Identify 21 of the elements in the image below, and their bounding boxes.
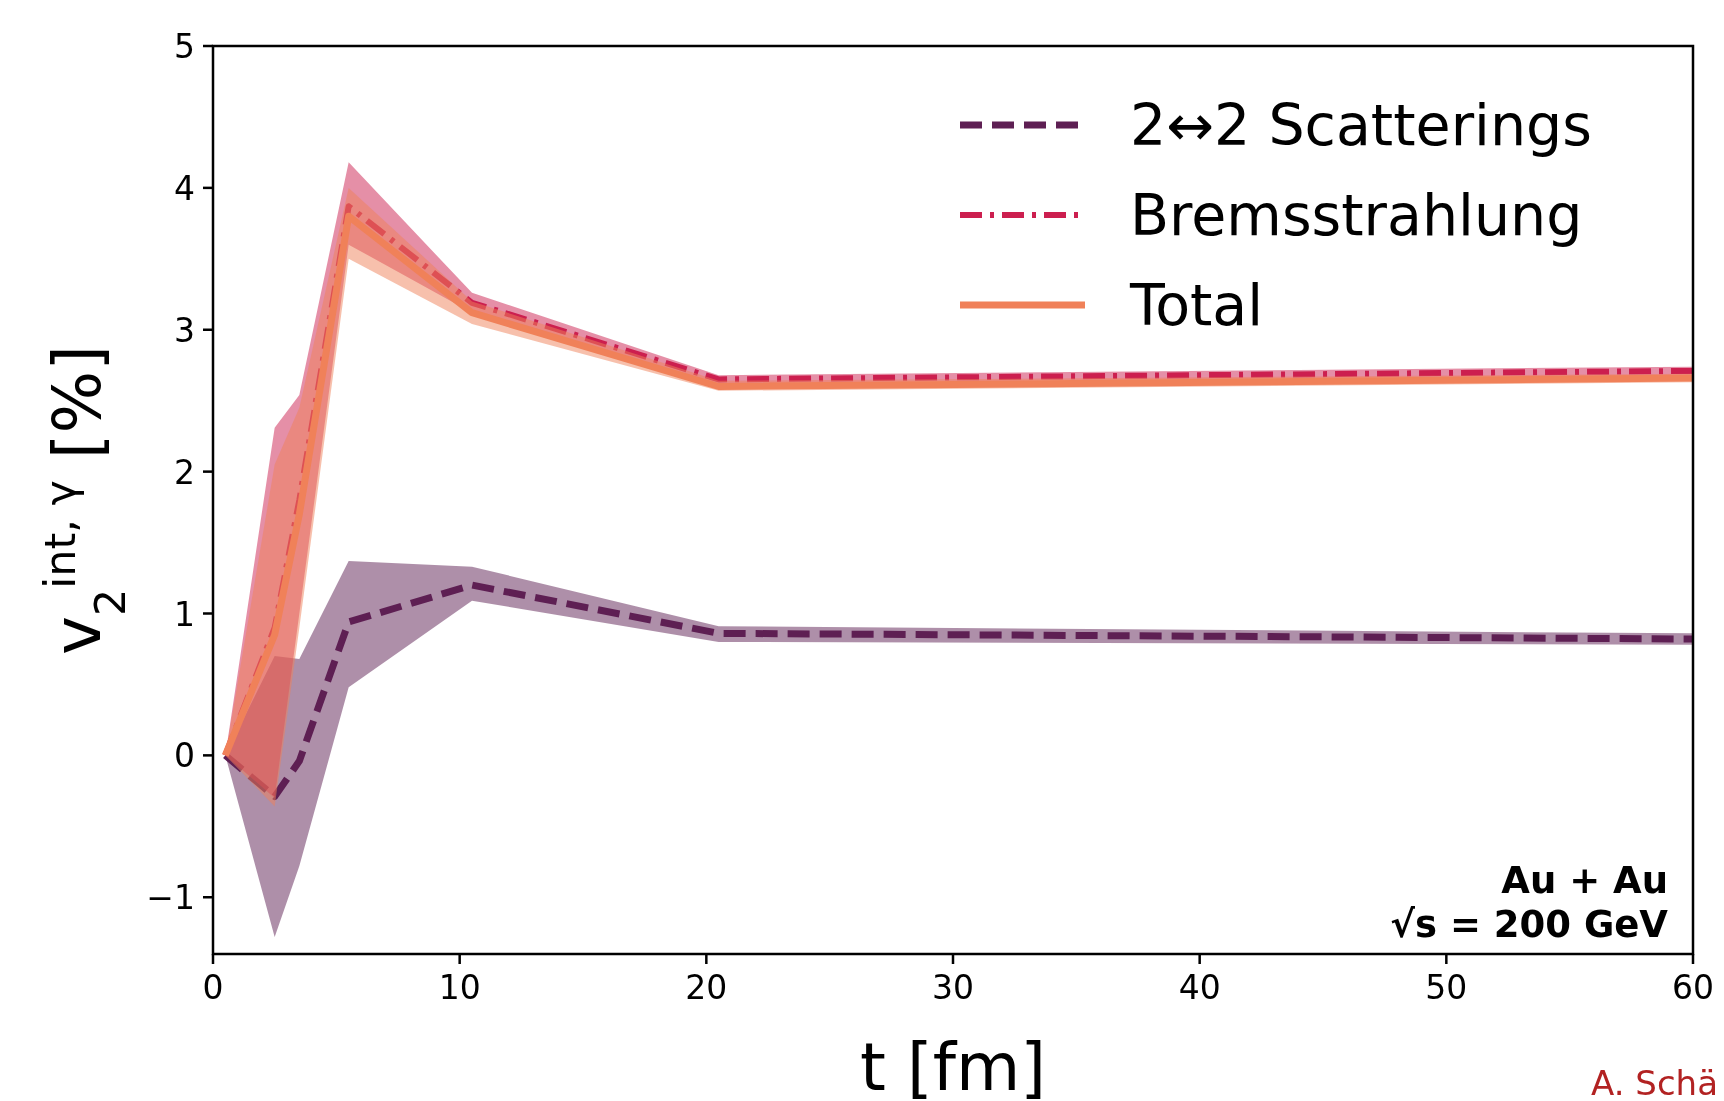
y-tick-label: −1 (146, 878, 195, 918)
x-tick-label: 60 (1672, 968, 1714, 1007)
y-tick-label: 3 (174, 310, 195, 350)
legend-label: 2↔2 Scatterings (1130, 92, 1592, 158)
x-axis-title: t [fm] (860, 1029, 1046, 1101)
y-tick-label: 5 (174, 27, 195, 66)
legend-label: Total (1129, 272, 1264, 338)
legend-label: Bremsstrahlung (1130, 182, 1583, 248)
annotation: Au + Au (1501, 859, 1668, 902)
x-tick-label: 50 (1425, 968, 1468, 1007)
annotation: √s = 200 GeV (1390, 903, 1669, 946)
x-tick-label: 10 (438, 968, 481, 1007)
x-tick-label: 0 (202, 968, 224, 1007)
x-tick-label: 20 (685, 968, 728, 1007)
y-tick-label: 0 (174, 736, 195, 776)
x-tick-label: 30 (932, 968, 974, 1007)
y-tick-label: 1 (174, 594, 195, 634)
text: A. Schä (1591, 1063, 1718, 1101)
y-tick-label: 4 (174, 168, 195, 208)
y-tick-label: 2 (174, 452, 195, 492)
x-tick-label: 40 (1178, 968, 1221, 1007)
